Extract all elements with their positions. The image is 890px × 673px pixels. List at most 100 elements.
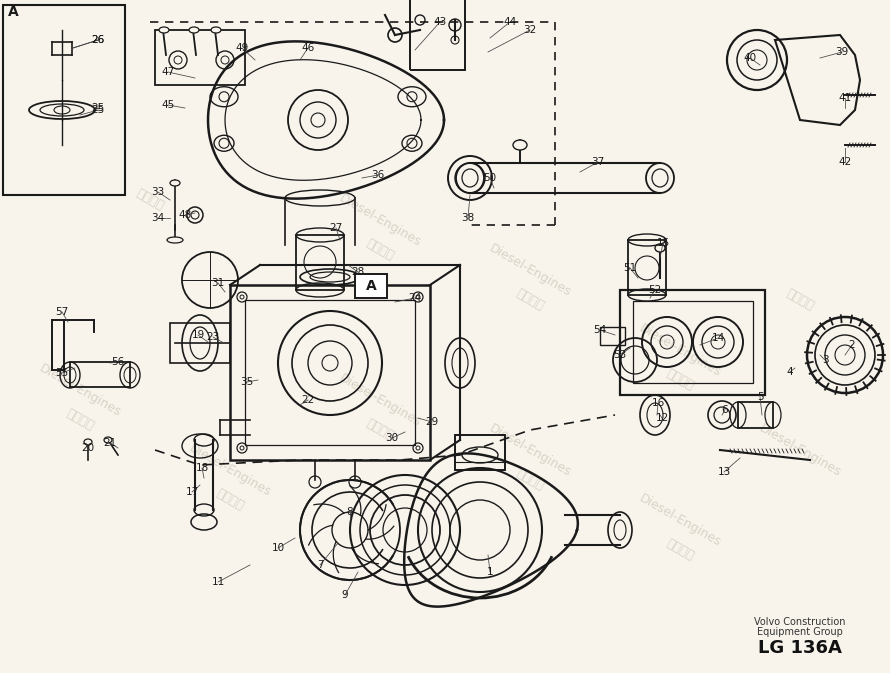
- Text: Diesel-Engines: Diesel-Engines: [187, 441, 273, 499]
- Text: 23: 23: [206, 332, 220, 342]
- Ellipse shape: [159, 27, 169, 33]
- Text: 50: 50: [483, 173, 497, 183]
- Bar: [245, 300, 415, 445]
- Bar: [410, 0, 465, 70]
- Text: 45: 45: [161, 100, 174, 110]
- Ellipse shape: [84, 439, 92, 445]
- Text: 紫发动力: 紫发动力: [214, 487, 247, 513]
- Bar: [70, 362, 130, 387]
- Text: 54: 54: [594, 325, 607, 335]
- Text: Diesel-Engines: Diesel-Engines: [336, 371, 424, 429]
- Text: 33: 33: [151, 187, 165, 197]
- Ellipse shape: [655, 244, 665, 252]
- Bar: [155, 30, 245, 85]
- Text: 6: 6: [722, 405, 728, 415]
- Text: 紫发动力: 紫发动力: [364, 417, 396, 443]
- Text: 40: 40: [743, 53, 756, 63]
- Text: 37: 37: [591, 157, 604, 167]
- Text: 55: 55: [55, 368, 69, 378]
- Text: 51: 51: [623, 263, 636, 273]
- Text: 8: 8: [347, 507, 353, 517]
- Text: 31: 31: [212, 278, 224, 288]
- Text: Diesel-Engines: Diesel-Engines: [487, 241, 573, 299]
- Text: 9: 9: [342, 590, 348, 600]
- Text: Diesel-Engines: Diesel-Engines: [756, 421, 844, 479]
- Text: Diesel-Engines: Diesel-Engines: [36, 361, 124, 419]
- Text: 12: 12: [655, 413, 668, 423]
- Text: 紫发动力: 紫发动力: [664, 537, 696, 563]
- Text: 17: 17: [185, 487, 198, 497]
- Text: 14: 14: [711, 333, 724, 343]
- Text: 21: 21: [103, 438, 117, 448]
- Text: 44: 44: [504, 17, 516, 27]
- Text: 紫发动力: 紫发动力: [364, 237, 396, 263]
- Text: 26: 26: [92, 35, 105, 45]
- Text: 30: 30: [385, 433, 399, 443]
- Ellipse shape: [170, 180, 180, 186]
- Text: 3: 3: [821, 355, 829, 365]
- Ellipse shape: [104, 437, 112, 443]
- Text: 46: 46: [302, 43, 315, 53]
- Ellipse shape: [513, 140, 527, 150]
- Text: Diesel-Engines: Diesel-Engines: [487, 421, 573, 479]
- Bar: [620, 290, 765, 395]
- Text: 紫发动力: 紫发动力: [784, 287, 816, 313]
- Text: 紫发动力: 紫发动力: [664, 367, 696, 393]
- Bar: [738, 402, 773, 428]
- Text: 34: 34: [151, 213, 165, 223]
- Text: 2: 2: [849, 340, 855, 350]
- Text: 16: 16: [651, 398, 665, 408]
- Text: 49: 49: [235, 43, 248, 53]
- Bar: [296, 235, 344, 290]
- Text: 26: 26: [92, 35, 105, 45]
- Text: A: A: [366, 279, 376, 293]
- Ellipse shape: [189, 27, 199, 33]
- Text: 22: 22: [302, 395, 315, 405]
- Text: 41: 41: [838, 93, 852, 103]
- Bar: [633, 301, 753, 383]
- Text: 53: 53: [613, 350, 627, 360]
- Text: 39: 39: [836, 47, 849, 57]
- Text: 29: 29: [425, 417, 439, 427]
- Text: 15: 15: [657, 238, 669, 248]
- Text: A: A: [8, 5, 19, 19]
- Bar: [170, 323, 230, 363]
- Text: 11: 11: [212, 577, 224, 587]
- Ellipse shape: [211, 27, 221, 33]
- Text: 32: 32: [523, 25, 537, 35]
- Text: Diesel-Engines: Diesel-Engines: [636, 491, 724, 548]
- Text: 紫发动力: 紫发动力: [514, 467, 546, 493]
- Text: 43: 43: [433, 17, 447, 27]
- Text: 24: 24: [409, 293, 422, 303]
- Text: 35: 35: [240, 377, 254, 387]
- Text: 56: 56: [111, 357, 125, 367]
- Text: 27: 27: [329, 223, 343, 233]
- Text: 52: 52: [649, 285, 661, 295]
- Text: Diesel-Engines: Diesel-Engines: [636, 321, 724, 379]
- Text: 38: 38: [461, 213, 474, 223]
- Text: 5: 5: [756, 392, 764, 402]
- Text: 1: 1: [487, 567, 493, 577]
- Bar: [230, 285, 430, 460]
- Text: 48: 48: [178, 210, 191, 220]
- Bar: [3, 5, 125, 195]
- Text: 25: 25: [92, 105, 105, 115]
- Bar: [455, 435, 505, 470]
- Ellipse shape: [167, 237, 183, 243]
- Text: 紫发动力: 紫发动力: [514, 287, 546, 313]
- Bar: [600, 327, 625, 345]
- Text: 28: 28: [352, 267, 365, 277]
- FancyBboxPatch shape: [355, 274, 387, 298]
- Text: 紫发动力: 紫发动力: [134, 187, 166, 213]
- Text: 19: 19: [191, 330, 205, 340]
- Text: 25: 25: [92, 103, 105, 113]
- Text: Diesel-Engines: Diesel-Engines: [336, 191, 424, 249]
- Text: 紫发动力: 紫发动力: [64, 407, 96, 433]
- Text: 42: 42: [838, 157, 852, 167]
- Text: 13: 13: [717, 467, 731, 477]
- Text: 10: 10: [271, 543, 285, 553]
- Text: Volvo Construction: Volvo Construction: [754, 617, 845, 627]
- Text: 57: 57: [55, 307, 69, 317]
- Text: 4: 4: [787, 367, 793, 377]
- Text: 18: 18: [196, 463, 208, 473]
